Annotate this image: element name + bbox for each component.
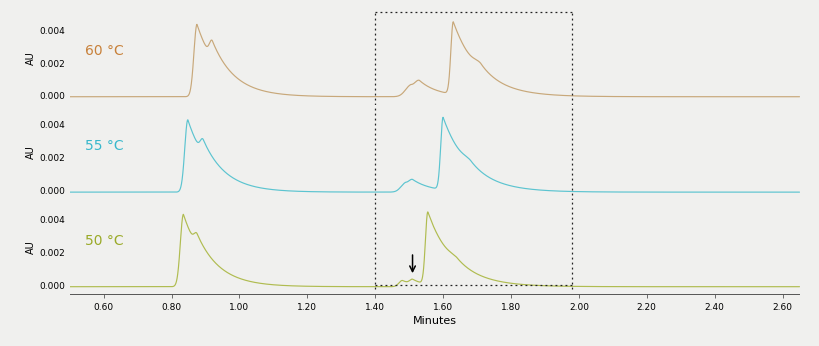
Y-axis label: AU: AU <box>26 51 36 65</box>
Text: 50 °C: 50 °C <box>85 234 124 248</box>
Text: 60 °C: 60 °C <box>85 45 124 58</box>
Y-axis label: AU: AU <box>26 145 36 159</box>
Text: 55 °C: 55 °C <box>85 139 124 153</box>
Y-axis label: AU: AU <box>26 240 36 254</box>
X-axis label: Minutes: Minutes <box>412 316 456 326</box>
